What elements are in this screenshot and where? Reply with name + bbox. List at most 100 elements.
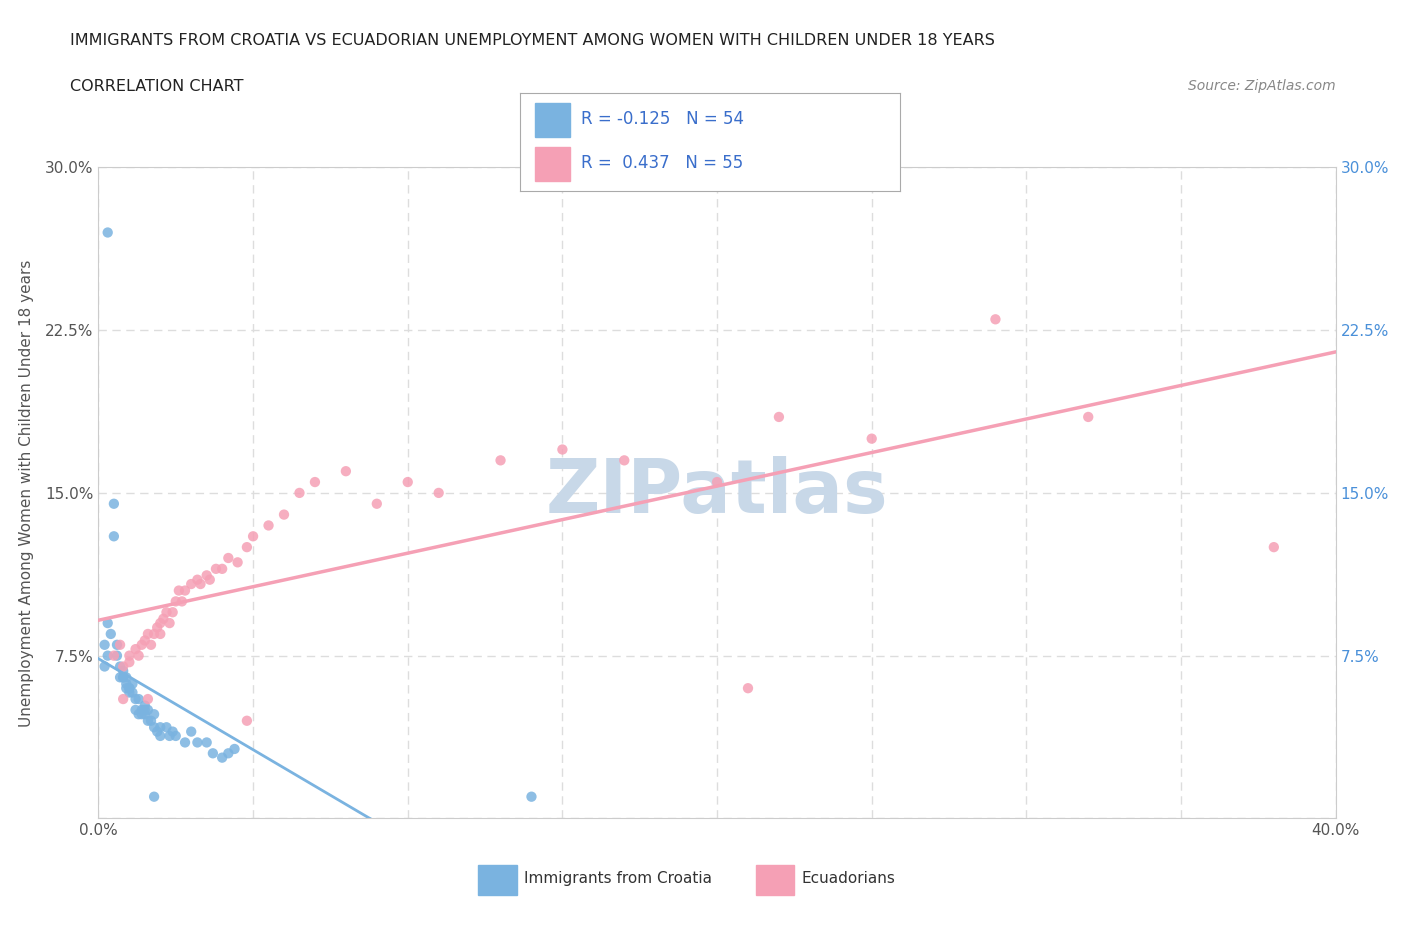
Point — [139, 637, 162, 652]
Point — [97, 648, 120, 663]
Text: Ecuadorians: Ecuadorians — [801, 871, 896, 886]
Point — [257, 518, 280, 533]
Point — [108, 670, 131, 684]
Point — [195, 735, 218, 750]
Point — [131, 707, 153, 722]
Text: R = -0.125   N = 54: R = -0.125 N = 54 — [581, 111, 744, 128]
Point — [162, 604, 184, 619]
Text: ZIPatlas: ZIPatlas — [546, 457, 889, 529]
Point — [118, 681, 141, 696]
Point — [143, 720, 166, 735]
Text: CORRELATION CHART: CORRELATION CHART — [70, 79, 243, 94]
Point — [124, 702, 146, 717]
Point — [128, 692, 150, 707]
Point — [242, 529, 264, 544]
Point — [190, 577, 212, 591]
Point — [217, 746, 239, 761]
Point — [136, 627, 159, 642]
Point — [149, 728, 172, 743]
Point — [131, 637, 153, 652]
Point — [93, 659, 115, 674]
Point — [121, 676, 143, 691]
Point — [115, 681, 138, 696]
Point — [1263, 539, 1285, 554]
Point — [136, 692, 159, 707]
Point — [613, 453, 636, 468]
Point — [226, 555, 249, 570]
Point — [152, 611, 174, 626]
Point — [134, 633, 156, 648]
Point — [97, 616, 120, 631]
Point — [211, 562, 233, 577]
Bar — [478, 865, 517, 895]
Point — [118, 655, 141, 670]
Point — [112, 670, 135, 684]
Point — [860, 432, 883, 446]
Point — [149, 616, 172, 631]
Point — [427, 485, 450, 500]
Point — [195, 568, 218, 583]
Point — [131, 702, 153, 717]
Text: Immigrants from Croatia: Immigrants from Croatia — [524, 871, 711, 886]
Bar — [536, 147, 569, 180]
Point — [165, 728, 187, 743]
Point — [167, 583, 190, 598]
Point — [143, 627, 166, 642]
Bar — [756, 865, 794, 895]
Point — [103, 529, 125, 544]
Point — [93, 637, 115, 652]
Point — [159, 728, 181, 743]
Point — [180, 577, 202, 591]
Point — [112, 670, 135, 684]
Point — [273, 507, 295, 522]
Point — [211, 751, 233, 765]
Text: IMMIGRANTS FROM CROATIA VS ECUADORIAN UNEMPLOYMENT AMONG WOMEN WITH CHILDREN UND: IMMIGRANTS FROM CROATIA VS ECUADORIAN UN… — [70, 33, 995, 47]
Text: R =  0.437   N = 55: R = 0.437 N = 55 — [581, 154, 744, 172]
Point — [108, 659, 131, 674]
Point — [103, 648, 125, 663]
Point — [112, 663, 135, 678]
Bar — [536, 103, 569, 137]
Point — [396, 474, 419, 489]
Point — [100, 627, 122, 642]
Point — [489, 453, 512, 468]
Point — [366, 497, 388, 512]
Point — [118, 681, 141, 696]
Point — [159, 616, 181, 631]
Point — [224, 741, 246, 756]
Point — [236, 539, 259, 554]
Point — [108, 637, 131, 652]
Point — [288, 485, 311, 500]
Point — [97, 225, 120, 240]
Point — [115, 676, 138, 691]
Point — [143, 790, 166, 804]
Point — [162, 724, 184, 739]
Y-axis label: Unemployment Among Women with Children Under 18 years: Unemployment Among Women with Children U… — [18, 259, 34, 726]
Point — [174, 583, 197, 598]
Point — [146, 620, 169, 635]
Point — [201, 746, 224, 761]
Point — [737, 681, 759, 696]
Point — [124, 642, 146, 657]
Point — [146, 724, 169, 739]
Point — [149, 720, 172, 735]
Point — [121, 685, 143, 700]
Point — [1077, 409, 1099, 424]
Point — [128, 648, 150, 663]
Point — [768, 409, 790, 424]
Point — [706, 474, 728, 489]
Point — [180, 724, 202, 739]
Point — [139, 713, 162, 728]
Point — [136, 713, 159, 728]
Point — [128, 707, 150, 722]
Point — [118, 685, 141, 700]
Point — [186, 735, 208, 750]
Point — [236, 713, 259, 728]
Point — [112, 692, 135, 707]
Text: Source: ZipAtlas.com: Source: ZipAtlas.com — [1188, 79, 1336, 93]
Point — [304, 474, 326, 489]
Point — [134, 702, 156, 717]
Point — [105, 637, 128, 652]
Point — [165, 594, 187, 609]
Point — [174, 735, 197, 750]
